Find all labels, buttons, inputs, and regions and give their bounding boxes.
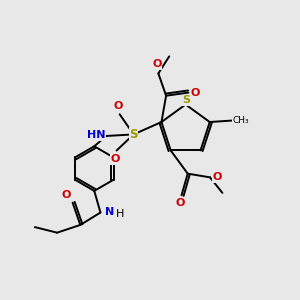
Text: S: S — [182, 95, 190, 105]
Text: S: S — [129, 128, 138, 141]
Text: O: O — [152, 59, 161, 69]
Text: N: N — [105, 207, 114, 217]
Text: O: O — [110, 154, 120, 164]
Text: O: O — [175, 198, 185, 208]
Text: O: O — [113, 100, 123, 111]
Text: CH₃: CH₃ — [232, 116, 249, 125]
Text: HN: HN — [87, 130, 106, 140]
Text: O: O — [213, 172, 222, 182]
Text: O: O — [61, 190, 70, 200]
Text: H: H — [116, 209, 124, 219]
Text: O: O — [190, 88, 200, 98]
